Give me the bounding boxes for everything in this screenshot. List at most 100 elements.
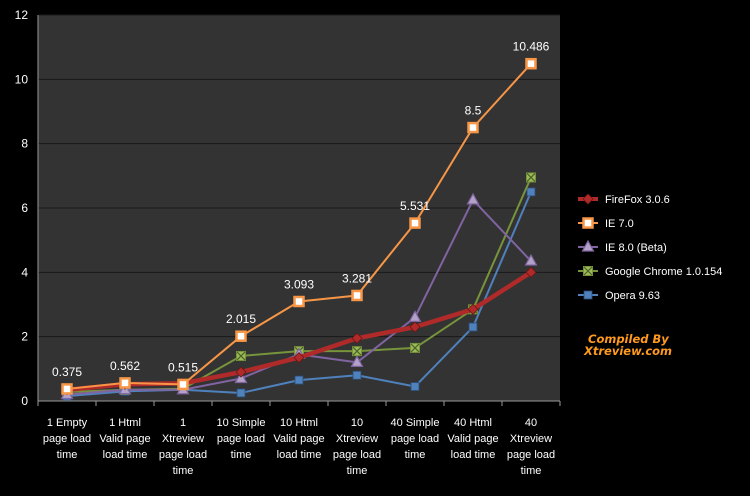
x-category-label-line: page load [159,449,207,461]
data-point [351,289,363,302]
y-axis-tick-labels: 0 2 4 6 8 10 12 [15,8,29,408]
x-category-label-line: 1 Empty [47,417,88,429]
legend-label: FireFox 3.0.6 [605,194,670,206]
data-point [294,375,304,385]
x-category-label-line: time [405,449,426,461]
gridlines [37,14,561,406]
data-label: 3.093 [284,278,314,292]
data-point [236,350,246,361]
data-point [351,332,363,344]
y-tick-label: 6 [21,201,28,215]
x-category-label-line: page load [507,449,555,461]
legend-entry: IE 8.0 (Beta) [578,239,667,254]
data-label: 10.486 [513,40,550,54]
data-point [177,378,189,391]
x-category-label-line: 40 Html [454,417,492,429]
data-label: 3.281 [342,271,372,285]
credit: Compiled By Xtreview.com [583,332,672,358]
x-category-label-line: 1 Html [109,417,141,429]
x-category-label-line: Valid page [447,433,498,445]
legend-entry: FireFox 3.0.6 [578,193,670,206]
data-point [467,303,479,315]
x-category-label-line: 40 [525,417,537,429]
data-point [526,172,536,183]
legend: FireFox 3.0.6 IE 7.0 IE 8.0 (Beta) Google C… [578,193,722,302]
data-point [526,187,536,197]
x-category-label-line: Xtreview [162,433,204,445]
data-point [524,253,538,266]
data-point [235,330,247,342]
data-labels: 0.375 0.562 0.515 2.015 3.093 3.281 5.531 8.5 10… [52,40,550,379]
data-point [350,355,364,367]
x-category-label-line: 10 Html [280,417,318,429]
x-category-label-line: time [173,465,194,477]
data-point [409,321,421,333]
credit-line-2: Xtreview.com [583,344,672,358]
data-point [408,310,422,322]
data-label: 0.375 [52,365,82,379]
credit-line-1: Compiled By [588,332,669,346]
y-tick-label: 8 [21,137,28,151]
x-category-label-line: page load [217,433,265,445]
x-category-label-line: load time [451,449,496,461]
legend-marker [582,217,594,229]
x-category-label-line: Xtreview [336,433,378,445]
x-category-label-line: page load [43,433,91,445]
data-label: 2.015 [226,312,256,326]
x-category-label: 10 Html Valid page load time [273,417,324,461]
legend-marker [582,193,594,205]
legend-marker [583,266,593,276]
x-category-label-line: page load [391,433,439,445]
y-tick-label: 2 [21,330,28,344]
legend-label: IE 8.0 (Beta) [605,242,667,254]
data-label: 5.531 [400,199,430,213]
series-layer [60,57,538,401]
data-point [61,383,73,395]
x-category-label: 1 Html Valid page load time [99,417,150,461]
data-point [525,266,537,278]
x-category-label: 1 Xtreview page load time [159,417,207,477]
x-category-label-line: page load [333,449,381,461]
data-point [409,217,421,229]
x-category-label-line: Valid page [99,433,150,445]
data-point [525,57,537,70]
data-point [468,322,478,332]
x-category-label-line: Xtreview [510,433,552,445]
legend-entry: IE 7.0 [578,217,634,230]
x-category-label-line: time [521,465,542,477]
x-category-label-line: load time [277,449,322,461]
series-ie-7-0 [61,57,537,395]
legend-label: Opera 9.63 [605,290,660,302]
data-point [119,377,131,389]
x-category-label-line: Valid page [273,433,324,445]
data-point [352,370,362,380]
x-category-label-line: load time [103,449,148,461]
x-category-label-line: 40 Simple [391,417,440,429]
x-category-label: 40 Xtreview page load time [507,417,555,477]
data-point [352,346,362,357]
x-category-label: 40 Simple page load time [391,417,440,461]
data-point [293,352,305,364]
data-point [467,121,479,134]
data-point [410,342,420,353]
legend-label: IE 7.0 [605,218,634,230]
data-point [293,295,305,308]
y-tick-label: 12 [15,8,29,22]
x-category-label-line: time [231,449,252,461]
y-tick-label: 10 [15,72,29,86]
data-label: 0.562 [110,359,140,373]
legend-entry: Google Chrome 1.0.154 [578,266,722,278]
x-category-label: 1 Empty page load time [43,417,91,461]
data-point [466,192,480,205]
x-category-label-line: time [347,465,368,477]
x-category-label: 40 Html Valid page load time [447,417,498,461]
data-label: 0.515 [168,360,198,374]
x-category-label-line: 10 Simple [217,417,266,429]
x-category-label-line: 1 [180,417,186,429]
data-label: 8.5 [465,104,482,118]
legend-marker [583,290,593,300]
legend-marker [581,239,595,252]
x-category-label-line: time [57,449,78,461]
x-axis-category-labels: 1 Empty page load time 1 Html Valid page load… [43,417,555,477]
